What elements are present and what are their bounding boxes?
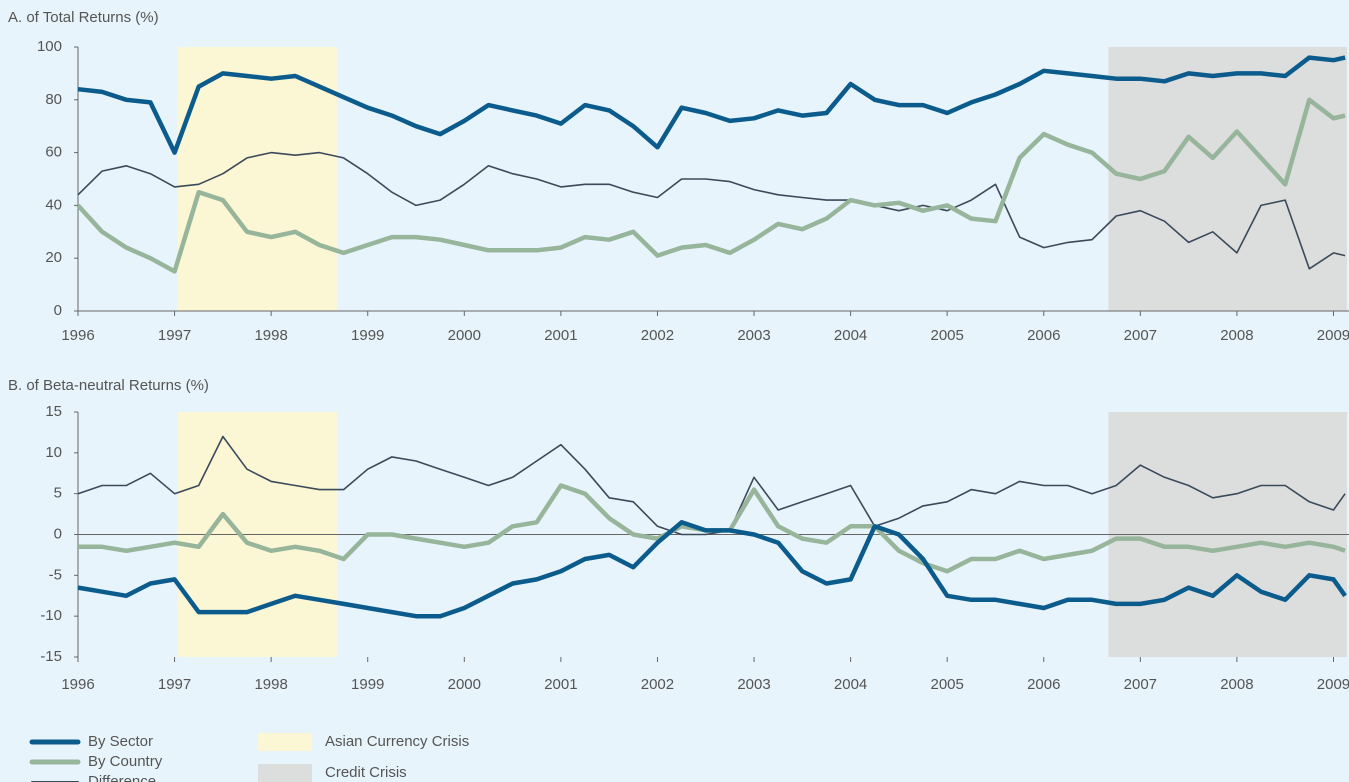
y-tick-label: -15 [40,648,62,665]
y-tick-label: 10 [45,444,62,461]
x-tick-label: 2004 [834,676,867,693]
series-line [77,520,1347,619]
x-tick-label: 1998 [254,327,287,344]
x-tick-label: 2002 [641,676,674,693]
x-tick-label: 2001 [544,676,577,693]
y-tick-label: -10 [40,607,62,624]
x-tick-label: 2007 [1124,676,1157,693]
x-tick-label: 2005 [930,676,963,693]
x-tick-label: 1998 [254,676,287,693]
y-tick-label: 0 [54,302,62,319]
y-tick-label: 0 [54,525,62,542]
series-line [77,55,1346,155]
x-tick-label: 2004 [834,327,867,344]
legend-label: By Country [88,753,163,770]
x-tick-label: 1999 [351,327,384,344]
x-tick-label: 2001 [544,327,577,344]
x-tick-label: 2007 [1124,327,1157,344]
x-tick-label: 2000 [448,676,481,693]
shade-region [177,47,337,311]
x-tick-label: 2006 [1027,327,1060,344]
y-tick-label: 5 [54,485,62,502]
shade-region [1108,47,1347,311]
panel-title: A. of Total Returns (%) [8,9,159,26]
x-tick-label: 2009 [1317,327,1349,344]
x-tick-label: 1996 [61,327,94,344]
y-tick-label: 100 [37,38,62,55]
x-tick-label: 2005 [930,327,963,344]
x-tick-label: 1997 [158,327,191,344]
legend-label: Credit Crisis [325,764,407,781]
x-tick-label: 2009 [1317,676,1349,693]
series-line [76,97,1346,274]
legend-label: Difference [88,773,156,782]
y-tick-label: 20 [45,249,62,266]
x-tick-label: 2002 [641,327,674,344]
x-tick-label: 2003 [737,676,770,693]
legend-swatch [258,733,312,751]
x-tick-label: 2003 [737,327,770,344]
y-tick-label: -5 [49,566,62,583]
x-tick-label: 2006 [1027,676,1060,693]
series-line [77,151,1346,270]
legend-label: By Sector [88,733,153,750]
x-tick-label: 2008 [1220,676,1253,693]
x-tick-label: 1996 [61,676,94,693]
x-tick-label: 2008 [1220,327,1253,344]
y-tick-label: 40 [45,196,62,213]
y-tick-label: 60 [45,144,62,161]
y-tick-label: 15 [45,403,62,420]
x-tick-label: 2000 [448,327,481,344]
y-tick-label: 80 [45,91,62,108]
legend-swatch [258,764,312,782]
x-tick-label: 1999 [351,676,384,693]
panel-title: B. of Beta-neutral Returns (%) [8,377,209,394]
legend-label: Asian Currency Crisis [325,733,469,750]
x-tick-label: 1997 [158,676,191,693]
